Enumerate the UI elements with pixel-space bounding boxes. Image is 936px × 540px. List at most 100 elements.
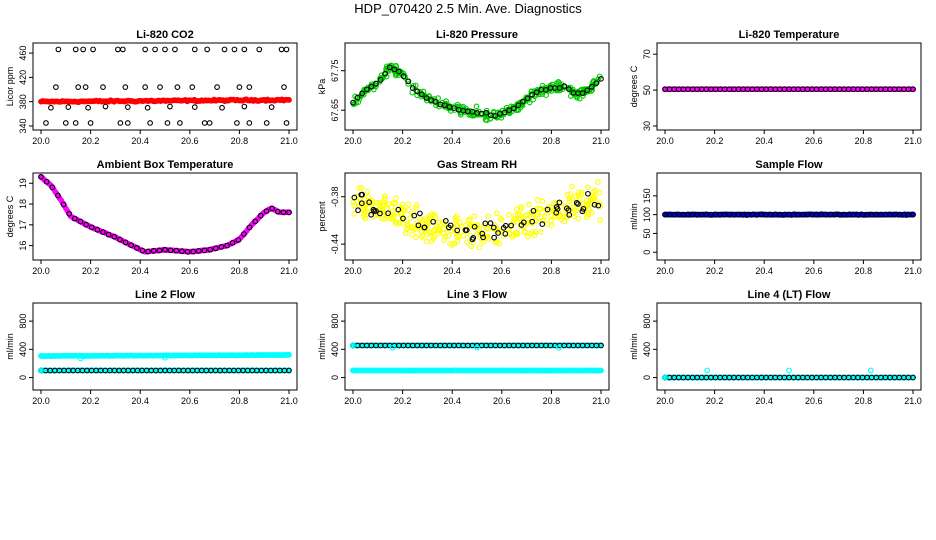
data-point xyxy=(533,89,540,96)
data-point xyxy=(491,234,497,241)
data-point xyxy=(77,355,84,362)
data-point xyxy=(587,196,594,203)
data-point xyxy=(482,222,488,229)
data-point xyxy=(379,215,386,222)
data-point xyxy=(500,225,507,231)
panel-rh: Gas Stream RH 20.0 20.2 20.4 20.6 20.8 21.0 -0.… xyxy=(317,159,610,276)
data-point xyxy=(573,199,580,206)
data-point xyxy=(490,224,497,231)
data-point xyxy=(527,213,534,219)
data-point xyxy=(241,231,247,237)
data-point xyxy=(423,95,430,102)
data-point xyxy=(280,209,287,216)
data-point xyxy=(418,234,425,240)
data-point xyxy=(454,227,461,234)
plot-frame xyxy=(656,302,922,391)
data-point xyxy=(366,199,373,206)
data-point xyxy=(179,248,185,255)
x-tick-label: 20.2 xyxy=(706,136,724,146)
x-tick-label: 20.2 xyxy=(394,266,412,276)
data-point xyxy=(177,120,183,126)
x-tick-label: 20.6 xyxy=(805,266,823,276)
data-point xyxy=(396,68,402,75)
panel-title: Sample Flow xyxy=(755,159,823,171)
data-point xyxy=(105,231,112,238)
data-point xyxy=(544,206,551,213)
data-point xyxy=(556,87,563,94)
y-tick-label: 70 xyxy=(642,49,652,59)
x-tick-label: 20.6 xyxy=(805,396,823,406)
data-point xyxy=(570,210,577,216)
y-tick-label: 400 xyxy=(642,342,652,357)
data-point xyxy=(368,211,374,218)
plot-frame xyxy=(344,42,610,131)
data-point xyxy=(428,97,434,103)
x-tick-label: 20.6 xyxy=(805,136,823,146)
data-point xyxy=(150,248,157,254)
y-axis-label: percent xyxy=(317,201,327,232)
data-point xyxy=(662,374,668,381)
data-point xyxy=(241,46,248,53)
data-point xyxy=(377,210,383,217)
x-tick-label: 20.8 xyxy=(543,136,561,146)
x-tick-label: 20.6 xyxy=(181,136,199,146)
y-axis-label: ml/min xyxy=(5,333,15,360)
data-point xyxy=(281,84,287,90)
data-point xyxy=(286,367,292,374)
data-point xyxy=(509,233,516,240)
series-group xyxy=(350,179,603,251)
data-point xyxy=(456,233,463,240)
data-point xyxy=(524,233,531,240)
data-point xyxy=(354,94,361,101)
x-tick-label: 20.4 xyxy=(131,136,149,146)
x-tick-label: 21.0 xyxy=(280,396,298,406)
data-point xyxy=(218,244,225,250)
data-point xyxy=(286,209,292,216)
data-point xyxy=(147,120,153,126)
data-point xyxy=(539,217,546,224)
data-point xyxy=(786,367,792,374)
data-point xyxy=(350,342,356,349)
data-point xyxy=(432,98,439,105)
panel-title: Li-820 Pressure xyxy=(436,29,518,41)
y-tick-label: 17 xyxy=(18,220,28,230)
data-point xyxy=(453,230,460,237)
data-point xyxy=(417,210,423,217)
panel-sample_flow: Sample Flow 20.0 20.2 20.4 20.6 20.8 21.0 0 50 10… xyxy=(629,159,922,276)
data-point xyxy=(207,246,213,253)
data-point xyxy=(363,86,370,93)
x-tick-label: 21.0 xyxy=(592,396,610,406)
data-point xyxy=(144,104,151,111)
data-point xyxy=(402,230,409,237)
data-point xyxy=(517,212,523,218)
data-point xyxy=(201,120,208,126)
data-point xyxy=(87,120,94,126)
data-point xyxy=(535,197,541,203)
data-point xyxy=(409,85,416,91)
data-point xyxy=(543,87,549,93)
data-point xyxy=(506,107,512,114)
data-point xyxy=(413,234,419,241)
data-point xyxy=(219,104,225,111)
data-point xyxy=(195,248,202,254)
data-point xyxy=(190,248,197,255)
data-point xyxy=(252,218,259,225)
data-point xyxy=(569,183,575,190)
data-point xyxy=(545,203,552,210)
data-point xyxy=(449,242,456,248)
data-point xyxy=(122,84,129,90)
data-point xyxy=(246,84,253,90)
data-point xyxy=(117,120,124,126)
data-point xyxy=(60,201,67,208)
data-point xyxy=(445,232,452,239)
y-tick-label: 800 xyxy=(642,314,652,329)
data-point xyxy=(561,83,568,89)
x-tick-label: 20.4 xyxy=(131,266,149,276)
data-point xyxy=(395,206,402,213)
data-point xyxy=(48,104,54,111)
data-point xyxy=(405,78,411,85)
data-point xyxy=(579,90,586,96)
panel-grid: Li-820 CO2 20.0 20.2 20.4 20.6 20.8 21.0 340 380… xyxy=(5,29,922,406)
data-point xyxy=(480,234,486,241)
data-point xyxy=(115,46,121,53)
